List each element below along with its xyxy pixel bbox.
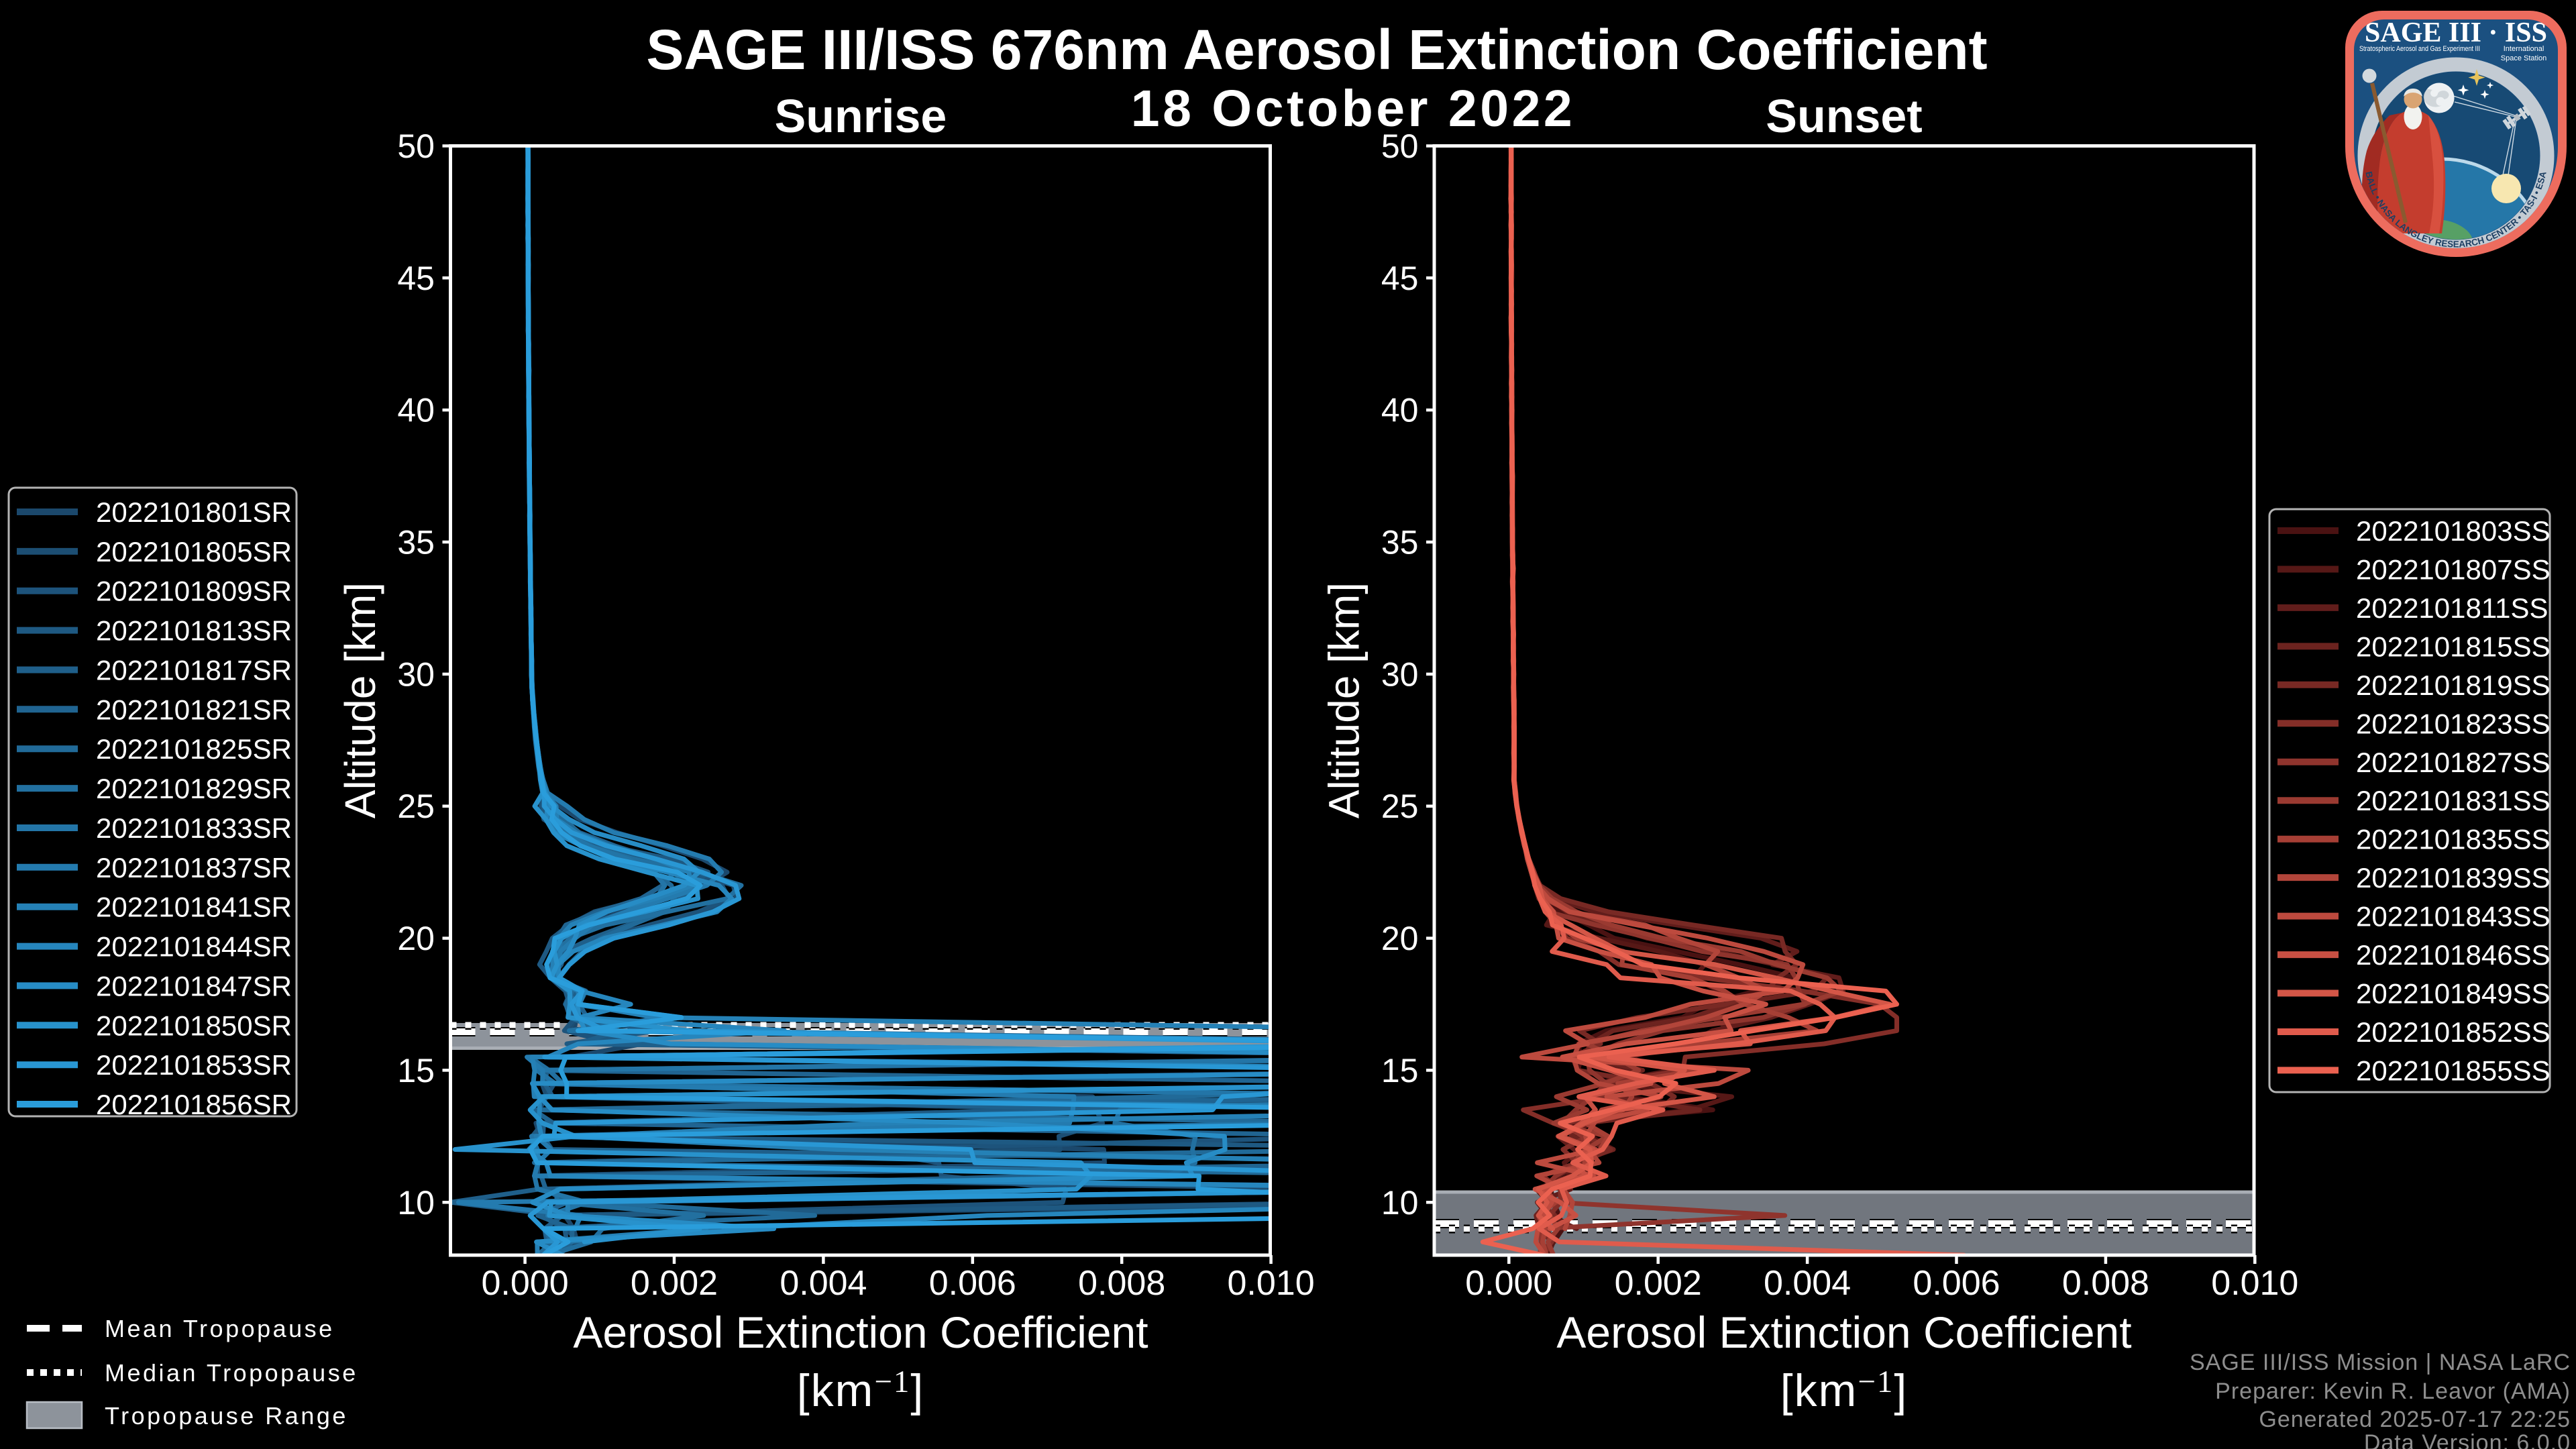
svg-text:50: 50 (397, 127, 435, 165)
svg-text:20: 20 (1381, 920, 1419, 957)
svg-text:2022101835SS: 2022101835SS (2356, 824, 2551, 855)
svg-text:0.008: 0.008 (2062, 1264, 2149, 1303)
svg-text:2022101821SR: 2022101821SR (96, 694, 292, 725)
svg-text:Altitude [km]: Altitude [km] (336, 582, 384, 818)
svg-text:2022101829SR: 2022101829SR (96, 773, 292, 804)
svg-text:2022101850SR: 2022101850SR (96, 1010, 292, 1041)
svg-text:International: International (2504, 45, 2544, 53)
svg-text:2022101811SS: 2022101811SS (2356, 592, 2548, 624)
svg-text:10: 10 (1381, 1184, 1419, 1222)
svg-text:Space Station: Space Station (2501, 54, 2547, 62)
svg-text:2022101831SS: 2022101831SS (2356, 785, 2551, 816)
svg-text:0.004: 0.004 (780, 1264, 867, 1303)
svg-text:0.004: 0.004 (1764, 1264, 1851, 1303)
svg-text:2022101803SS: 2022101803SS (2356, 515, 2551, 547)
svg-text:Preparer: Kevin R. Leavor (AMA: Preparer: Kevin R. Leavor (AMA) (2215, 1379, 2571, 1404)
svg-text:0.006: 0.006 (929, 1264, 1016, 1303)
svg-text:2022101847SR: 2022101847SR (96, 970, 292, 1002)
svg-text:2022101843SS: 2022101843SS (2356, 901, 2551, 932)
svg-text:0.010: 0.010 (2211, 1264, 2298, 1303)
svg-text:2022101827SS: 2022101827SS (2356, 747, 2551, 778)
svg-text:SAGE III · ISS: SAGE III · ISS (2365, 17, 2547, 48)
svg-text:Altitude [km]: Altitude [km] (1320, 582, 1368, 818)
svg-text:Mean Tropopause: Mean Tropopause (105, 1315, 335, 1342)
svg-text:45: 45 (397, 260, 435, 297)
svg-text:SAGE III/ISS Mission | NASA La: SAGE III/ISS Mission | NASA LaRC (2190, 1350, 2571, 1375)
svg-text:25: 25 (1381, 788, 1419, 825)
svg-text:20: 20 (397, 920, 435, 957)
svg-text:2022101856SR: 2022101856SR (96, 1089, 292, 1120)
svg-text:Generated 2025-07-17 22:25: Generated 2025-07-17 22:25 (2259, 1407, 2571, 1432)
svg-text:Stratospheric Aerosol and Gas: Stratospheric Aerosol and Gas Experiment… (2359, 45, 2480, 53)
svg-text:15: 15 (1381, 1052, 1419, 1089)
svg-text:40: 40 (1381, 392, 1419, 429)
svg-text:2022101837SR: 2022101837SR (96, 852, 292, 883)
svg-text:Sunset: Sunset (1766, 90, 1922, 142)
svg-text:SAGE III/ISS 676nm Aerosol Ext: SAGE III/ISS 676nm Aerosol Extinction Co… (646, 18, 1987, 81)
svg-text:2022101846SS: 2022101846SS (2356, 939, 2551, 971)
svg-text:Data Version: 6.0.0: Data Version: 6.0.0 (2364, 1430, 2571, 1449)
svg-text:2022101852SS: 2022101852SS (2356, 1016, 2551, 1048)
svg-text:2022101815SS: 2022101815SS (2356, 631, 2551, 662)
svg-text:2022101844SR: 2022101844SR (96, 931, 292, 963)
svg-text:2022101801SR: 2022101801SR (96, 496, 292, 528)
svg-text:2022101819SS: 2022101819SS (2356, 669, 2551, 701)
svg-text:Tropopause Range: Tropopause Range (105, 1402, 348, 1430)
svg-text:25: 25 (397, 788, 435, 825)
svg-text:30: 30 (1381, 655, 1419, 693)
svg-text:15: 15 (397, 1052, 435, 1089)
svg-text:30: 30 (397, 655, 435, 693)
svg-text:2022101853SR: 2022101853SR (96, 1049, 292, 1081)
svg-text:2022101817SR: 2022101817SR (96, 655, 292, 686)
svg-text:2022101825SR: 2022101825SR (96, 733, 292, 765)
svg-text:Aerosol Extinction Coefficient: Aerosol Extinction Coefficient (1556, 1307, 2131, 1357)
svg-text:2022101813SR: 2022101813SR (96, 615, 292, 647)
svg-text:0.002: 0.002 (1615, 1264, 1702, 1303)
svg-text:0.006: 0.006 (1913, 1264, 2000, 1303)
svg-text:0.000: 0.000 (482, 1264, 569, 1303)
svg-text:50: 50 (1381, 127, 1419, 165)
svg-text:0.000: 0.000 (1465, 1264, 1552, 1303)
svg-text:Aerosol Extinction Coefficient: Aerosol Extinction Coefficient (573, 1307, 1148, 1357)
svg-text:2022101823SS: 2022101823SS (2356, 708, 2551, 739)
svg-text:2022101809SR: 2022101809SR (96, 576, 292, 607)
svg-text:40: 40 (397, 392, 435, 429)
svg-text:2022101841SR: 2022101841SR (96, 892, 292, 923)
svg-text:0.002: 0.002 (631, 1264, 718, 1303)
svg-text:0.010: 0.010 (1228, 1264, 1315, 1303)
svg-text:2022101839SS: 2022101839SS (2356, 862, 2551, 894)
svg-text:10: 10 (397, 1184, 435, 1222)
svg-text:2022101849SS: 2022101849SS (2356, 978, 2551, 1010)
svg-text:35: 35 (397, 524, 435, 561)
svg-text:18 October 2022: 18 October 2022 (1131, 80, 1575, 138)
svg-text:2022101805SR: 2022101805SR (96, 536, 292, 568)
svg-text:45: 45 (1381, 260, 1419, 297)
svg-text:Sunrise: Sunrise (775, 90, 947, 142)
svg-text:2022101807SS: 2022101807SS (2356, 554, 2551, 586)
svg-text:0.008: 0.008 (1078, 1264, 1165, 1303)
svg-text:2022101833SR: 2022101833SR (96, 812, 292, 844)
svg-text:Median Tropopause: Median Tropopause (105, 1359, 358, 1387)
svg-text:35: 35 (1381, 524, 1419, 561)
svg-text:2022101855SS: 2022101855SS (2356, 1055, 2551, 1086)
